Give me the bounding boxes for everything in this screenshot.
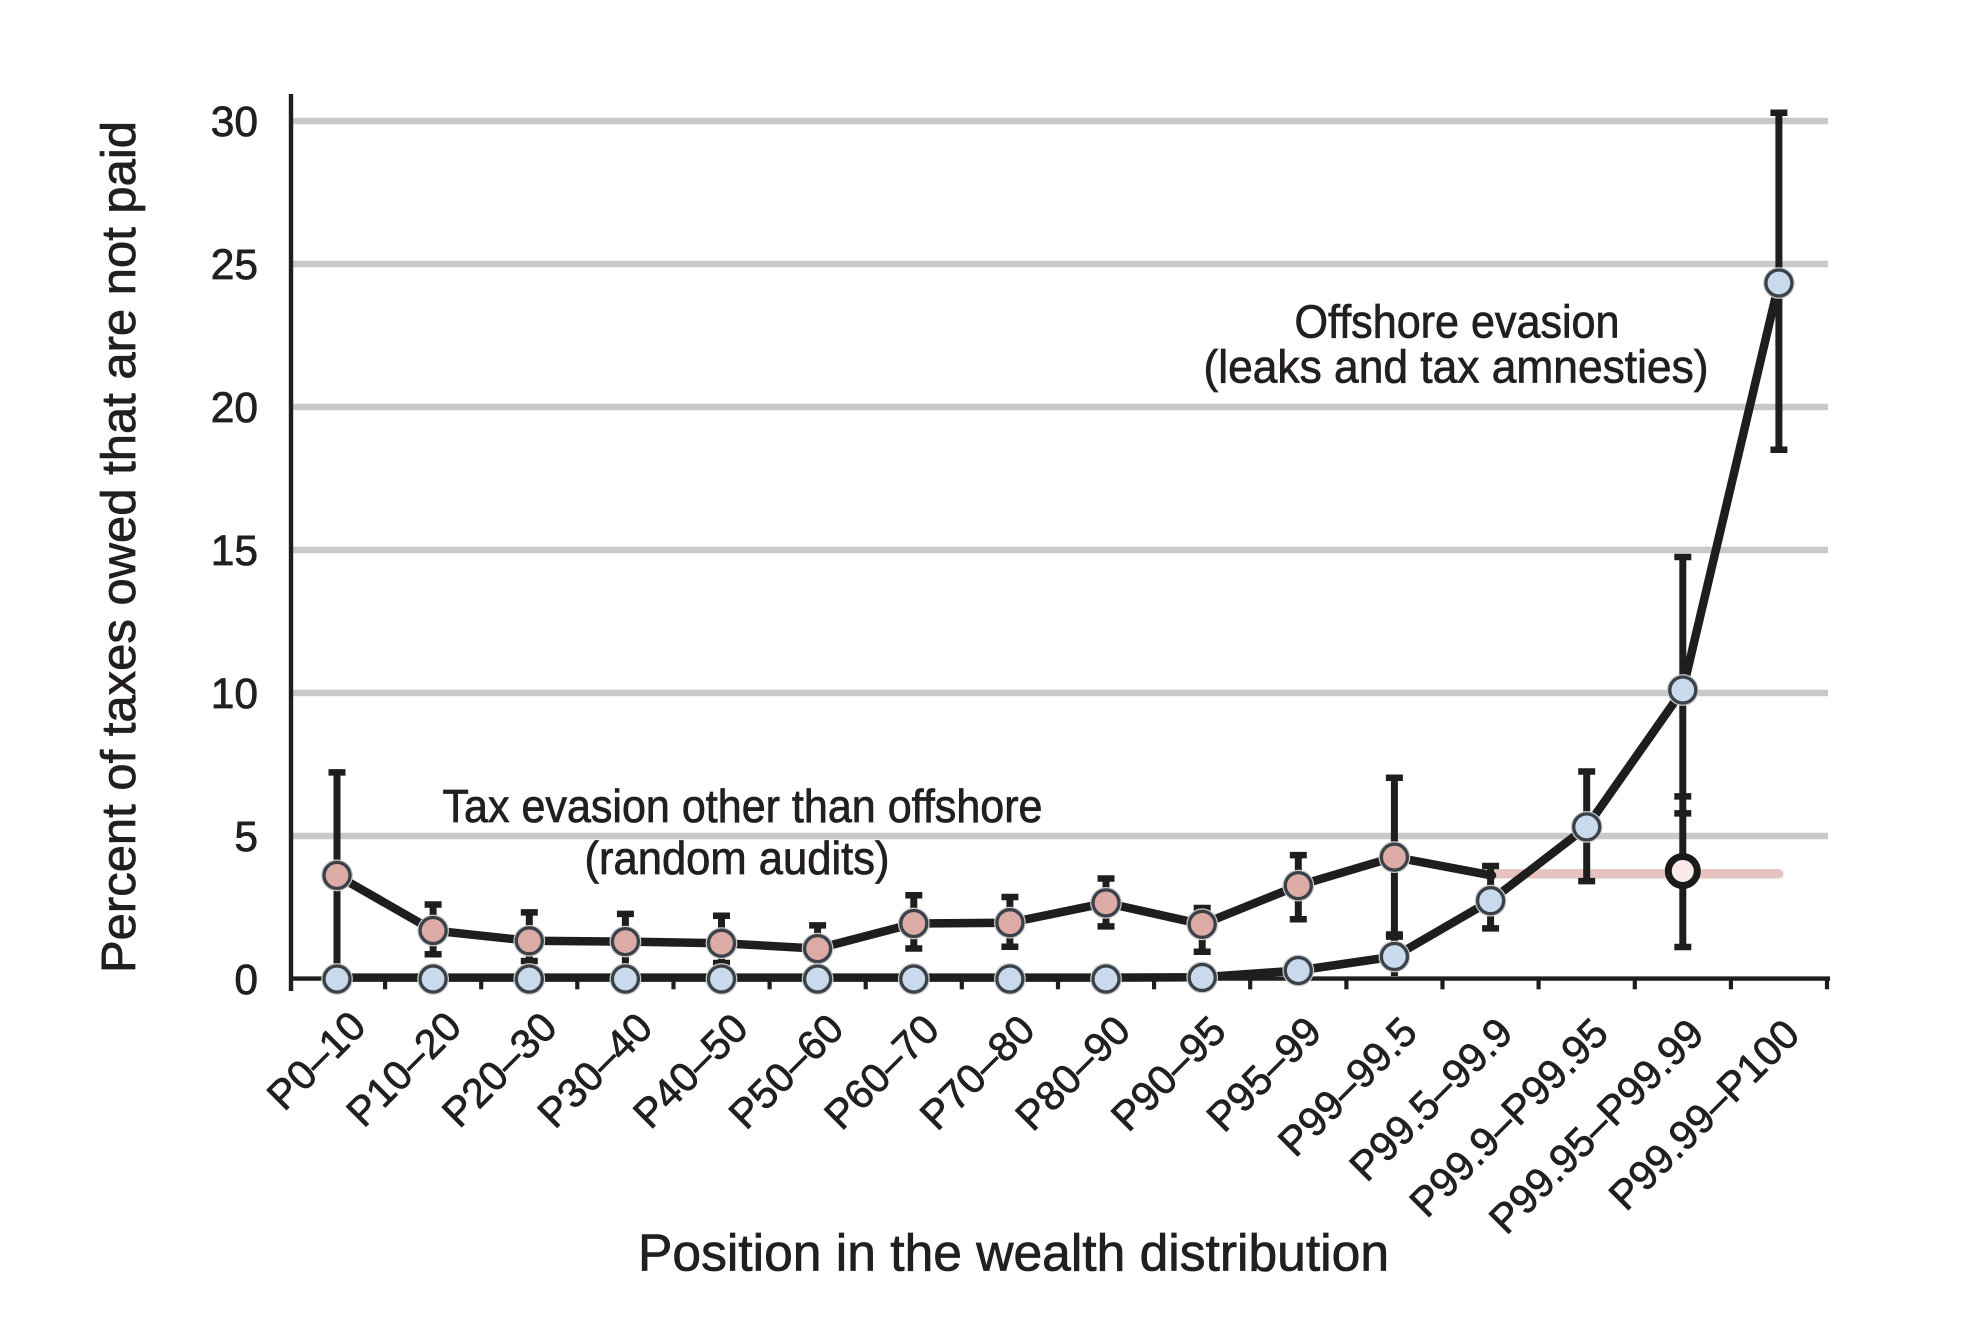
svg-text:Position in the wealth distrib: Position in the wealth distribution: [638, 1225, 1389, 1283]
svg-text:30: 30: [211, 99, 258, 146]
svg-text:25: 25: [211, 242, 258, 289]
svg-text:20: 20: [211, 385, 258, 432]
svg-text:Tax evasion other than offshor: Tax evasion other than offshore: [443, 780, 1043, 832]
svg-text:(random audits): (random audits): [585, 832, 890, 884]
svg-text:Percent of taxes owed that are: Percent of taxes owed that are not paid: [93, 121, 146, 973]
svg-text:10: 10: [211, 671, 258, 718]
svg-text:15: 15: [211, 528, 258, 575]
svg-text:Offshore evasion: Offshore evasion: [1295, 296, 1620, 348]
svg-text:(leaks and tax amnesties): (leaks and tax amnesties): [1204, 341, 1709, 393]
svg-text:0: 0: [234, 957, 258, 1004]
svg-text:5: 5: [234, 814, 258, 861]
